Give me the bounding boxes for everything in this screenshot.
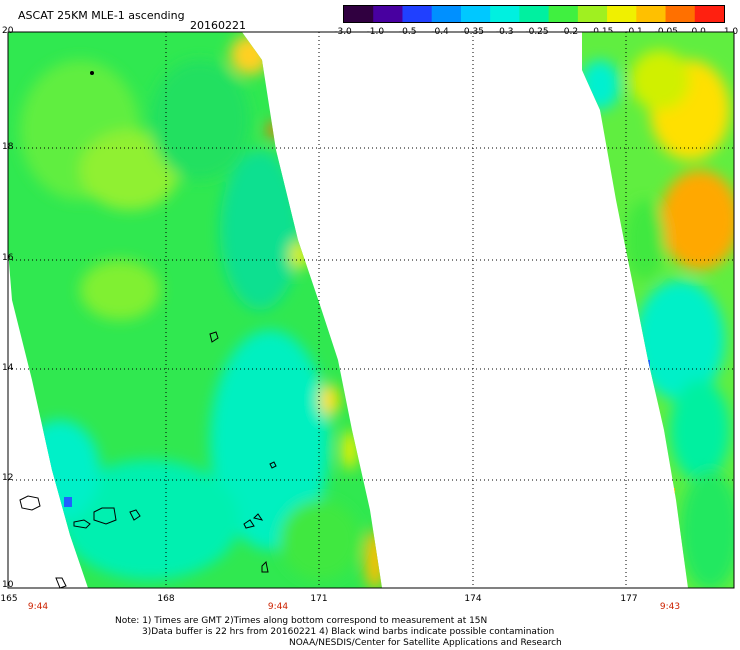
colorbar-swatch [577,6,608,22]
colorbar [343,5,725,23]
colorbar-swatch [607,6,637,22]
note-line-1: Note: 1) Times are GMT 2)Times along bot… [115,616,488,626]
colorbar-swatch [636,6,667,22]
colorbar-swatch [460,6,491,22]
lon-label-177: 177 [620,594,638,604]
colorbar-swatch [344,6,374,22]
island-outlines [19,331,277,589]
lon-label-165: 165 [0,594,18,604]
colorbar-swatch [402,6,433,22]
lat-label-20: 20 [2,26,14,36]
map-date: 20160221 [190,19,246,32]
lon-label-168: 168 [157,594,175,604]
lat-label-14: 14 [2,363,14,373]
lat-label-18: 18 [2,142,14,152]
left-swath [8,32,382,588]
note-line-3: NOAA/NESDIS/Center for Satellite Applica… [289,638,562,648]
colorbar-swatch [665,6,696,22]
right-swath [582,32,734,588]
lon-label-174: 174 [464,594,482,604]
map-title: ASCAT 25KM MLE-1 ascending [18,9,185,22]
colorbar-swatch [519,6,550,22]
gridlines [8,32,734,588]
island-dot [90,71,94,75]
map-frame [7,31,735,589]
time-label-2: 9:44 [267,602,289,612]
time-label-3: 9:43 [659,602,681,612]
colorbar-swatch [694,6,725,22]
colorbar-border [343,5,725,23]
lon-label-171: 171 [310,594,328,604]
colorbar-swatch [490,6,520,22]
lat-label-12: 12 [2,473,14,483]
note-line-2: 3)Data buffer is 22 hrs from 20160221 4)… [142,627,555,637]
colorbar-swatch [548,6,579,22]
lat-label-16: 16 [2,253,14,263]
colorbar-swatch [431,6,462,22]
colorbar-swatch [373,6,403,22]
lat-label-10: 10 [2,580,14,590]
time-label-1: 9:44 [27,602,49,612]
